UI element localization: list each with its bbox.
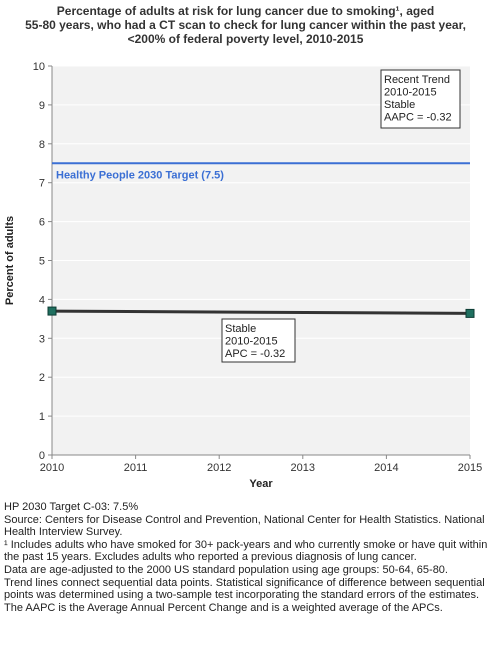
x-tick-label: 2012 [207, 462, 231, 474]
y-tick-label: 8 [39, 139, 45, 151]
title-line: 55-80 years, who had a CT scan to check … [25, 18, 466, 32]
y-tick-label: 10 [33, 61, 45, 73]
data-point [465, 308, 475, 318]
annotation-line: APC = -0.32 [225, 348, 285, 360]
annotation-line: Recent Trend [384, 74, 450, 86]
y-tick-label: 3 [39, 333, 45, 345]
target-label: Healthy People 2030 Target (7.5) [56, 169, 224, 181]
y-tick-label: 9 [39, 100, 45, 112]
x-tick-label: 2013 [291, 462, 315, 474]
x-tick-label: 2011 [124, 462, 148, 474]
grid [51, 65, 470, 456]
footnote: The AAPC is the Average Annual Percent C… [4, 601, 443, 614]
target-group: Healthy People 2030 Target (7.5) [52, 162, 470, 181]
footnote: Source: Centers for Disease Control and … [4, 513, 485, 539]
series-group [47, 306, 475, 318]
x-tick-label: 2015 [458, 462, 482, 474]
annotation-line: 2010-2015 [225, 336, 278, 348]
title-line: Percentage of adults at risk for lung ca… [56, 4, 435, 18]
annotation-line: Stable [384, 99, 415, 111]
y-axis-label: Percent of adults [4, 216, 16, 305]
y-tick-label: 0 [39, 450, 45, 462]
footnotes: HP 2030 Target C-03: 7.5% Source: Center… [4, 501, 488, 614]
y-tick-label: 7 [39, 178, 45, 190]
footnote: HP 2030 Target C-03: 7.5% [4, 501, 139, 513]
annotation-line: 2010-2015 [384, 87, 437, 99]
x-tick-label: 2014 [374, 462, 398, 474]
y-tick-label: 6 [39, 217, 45, 229]
data-point [47, 306, 57, 316]
x-axis-label: Year [249, 478, 273, 490]
line-chart: 0 1 2 3 4 5 6 7 8 9 10 2010 2011 2012 2013 2014 2015 He… [4, 61, 482, 490]
title-line: <200% of federal poverty level, 2010-201… [127, 32, 364, 46]
annotation-frame [380, 69, 461, 129]
footnote: Trend lines connect sequential data poin… [4, 576, 485, 602]
annotation-line: AAPC = -0.32 [384, 112, 452, 124]
x-tick-label: 2010 [40, 462, 64, 474]
y-tick-label: 1 [39, 411, 45, 423]
y-tick-label: 2 [39, 372, 45, 384]
y-tick-label: 5 [39, 256, 45, 268]
y-tick-label: 4 [39, 294, 45, 306]
x-axis-ticks: 2010 2011 2012 2013 2014 2015 [40, 455, 482, 474]
footnote: ¹ Includes adults who have smoked for 30… [4, 538, 488, 564]
chart-title: Percentage of adults at risk for lung ca… [0, 4, 491, 46]
y-axis-ticks: 0 1 2 3 4 5 6 7 8 9 10 [33, 61, 52, 462]
annotation-frame [221, 318, 296, 363]
series-line [51, 309, 471, 315]
annotation-line: Stable [225, 323, 256, 335]
footnote: Data are age-adjusted to the 2000 US sta… [4, 563, 448, 576]
